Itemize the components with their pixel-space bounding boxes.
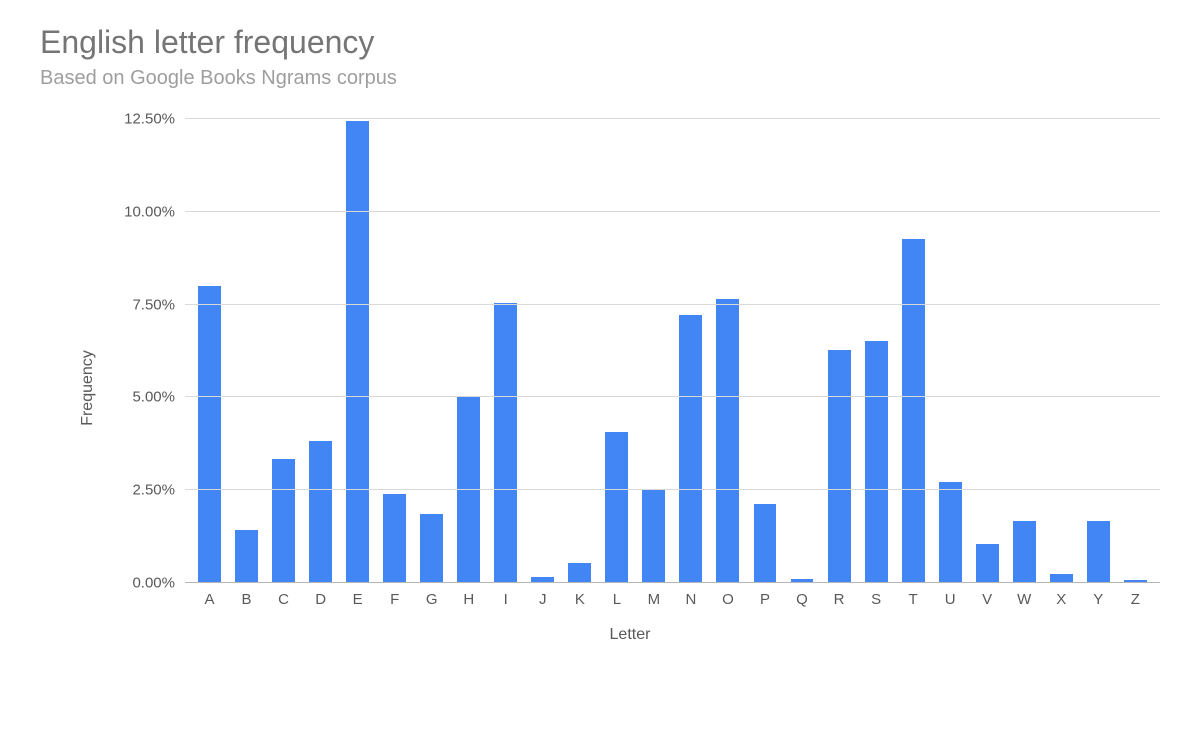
bar-slot (969, 108, 1006, 583)
y-tick-label: 5.00% (132, 389, 185, 406)
bar-A (198, 286, 221, 583)
x-tick-label: F (376, 583, 413, 608)
x-tick-label: K (561, 583, 598, 608)
bar-Y (1087, 521, 1110, 583)
x-tick-label: V (969, 583, 1006, 608)
bar-slot (1006, 108, 1043, 583)
bar-slot (1080, 108, 1117, 583)
bar-T (902, 239, 925, 583)
x-axis-label: Letter (100, 626, 1160, 644)
x-tick-label: D (302, 583, 339, 608)
bar-P (754, 504, 777, 583)
grid-line (185, 582, 1160, 583)
plot-outer: Frequency 0.00%2.50%5.00%7.50%10.00%12.5… (100, 108, 1160, 668)
bar-slot (302, 108, 339, 583)
y-tick-label: 12.50% (124, 111, 185, 128)
bar-slot (1043, 108, 1080, 583)
x-tick-label: Y (1080, 583, 1117, 608)
bar-O (716, 299, 739, 583)
y-tick-label: 0.00% (132, 575, 185, 592)
y-axis-label: Frequency (79, 350, 97, 426)
bar-C (272, 459, 295, 583)
x-ticks: ABCDEFGHIJKLMNOPQRSTUVWXYZ (185, 583, 1160, 608)
grid-line (185, 211, 1160, 212)
bar-B (235, 530, 258, 583)
grid-line (185, 489, 1160, 490)
bar-slot (635, 108, 672, 583)
bar-R (828, 350, 851, 583)
bar-W (1013, 521, 1036, 583)
bar-F (383, 494, 406, 583)
bar-slot (191, 108, 228, 583)
bar-K (568, 563, 591, 583)
bar-I (494, 303, 517, 583)
bar-N (679, 315, 702, 583)
grid-line (185, 118, 1160, 119)
bar-slot (228, 108, 265, 583)
bar-slot (1117, 108, 1154, 583)
bar-V (976, 544, 999, 583)
bar-slot (265, 108, 302, 583)
x-tick-label: Q (784, 583, 821, 608)
bar-slot (487, 108, 524, 583)
bar-slot (524, 108, 561, 583)
bar-E (346, 121, 369, 583)
bar-D (309, 441, 332, 583)
bar-slot (709, 108, 746, 583)
bar-slot (413, 108, 450, 583)
x-tick-label: I (487, 583, 524, 608)
bar-S (865, 341, 888, 583)
bar-slot (746, 108, 783, 583)
grid-line (185, 304, 1160, 305)
bar-U (939, 482, 962, 583)
x-tick-label: P (746, 583, 783, 608)
x-tick-label: W (1006, 583, 1043, 608)
bar-G (420, 514, 443, 583)
bar-slot (858, 108, 895, 583)
x-tick-label: J (524, 583, 561, 608)
bar-slot (450, 108, 487, 583)
x-tick-label: X (1043, 583, 1080, 608)
x-tick-label: H (450, 583, 487, 608)
bar-slot (339, 108, 376, 583)
x-tick-label: A (191, 583, 228, 608)
y-tick-label: 7.50% (132, 296, 185, 313)
plot-area: 0.00%2.50%5.00%7.50%10.00%12.50% (185, 108, 1160, 583)
grid-line (185, 396, 1160, 397)
x-tick-label: T (895, 583, 932, 608)
x-tick-label: S (858, 583, 895, 608)
bar-slot (598, 108, 635, 583)
bar-slot (821, 108, 858, 583)
chart-title: English letter frequency (40, 24, 1160, 61)
x-tick-label: B (228, 583, 265, 608)
bar-L (605, 432, 628, 583)
y-tick-label: 10.00% (124, 203, 185, 220)
bar-slot (895, 108, 932, 583)
x-tick-label: M (635, 583, 672, 608)
x-tick-label: Z (1117, 583, 1154, 608)
x-tick-label: E (339, 583, 376, 608)
y-tick-label: 2.50% (132, 482, 185, 499)
bars-group (185, 108, 1160, 583)
x-tick-label: C (265, 583, 302, 608)
x-tick-label: R (821, 583, 858, 608)
chart-subtitle: Based on Google Books Ngrams corpus (40, 67, 1160, 90)
x-tick-label: O (709, 583, 746, 608)
bar-slot (784, 108, 821, 583)
chart-container: English letter frequency Based on Google… (0, 0, 1200, 742)
bar-M (642, 490, 665, 583)
x-tick-label: G (413, 583, 450, 608)
x-tick-label: N (672, 583, 709, 608)
bar-slot (932, 108, 969, 583)
bar-slot (672, 108, 709, 583)
x-tick-label: L (598, 583, 635, 608)
x-tick-label: U (932, 583, 969, 608)
bar-slot (376, 108, 413, 583)
bar-slot (561, 108, 598, 583)
